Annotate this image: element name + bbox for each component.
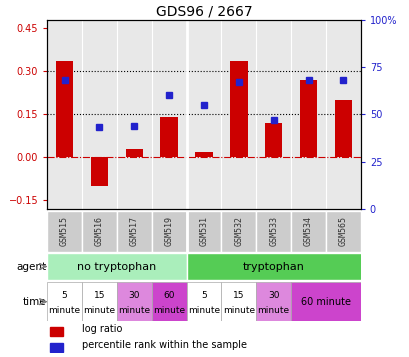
Text: 60: 60 (163, 291, 175, 300)
Bar (299, 80, 317, 157)
Bar (221, 211, 256, 252)
Bar (56, 61, 73, 157)
Title: GDS96 / 2667: GDS96 / 2667 (155, 5, 252, 19)
Text: percentile rank within the sample: percentile rank within the sample (81, 340, 246, 350)
Text: GSM532: GSM532 (234, 216, 243, 246)
Text: agent: agent (16, 261, 46, 272)
Text: GSM531: GSM531 (199, 216, 208, 246)
Text: 5: 5 (61, 291, 67, 300)
Bar (82, 211, 117, 252)
Text: minute: minute (222, 306, 254, 315)
Text: minute: minute (48, 306, 81, 315)
Text: 30: 30 (128, 291, 140, 300)
Text: minute: minute (153, 306, 185, 315)
Text: minute: minute (187, 306, 220, 315)
Bar (160, 117, 178, 157)
Bar (90, 157, 108, 186)
Text: minute: minute (118, 306, 150, 315)
Bar (264, 123, 282, 157)
Text: 60 minute: 60 minute (300, 297, 350, 307)
Bar (186, 211, 221, 252)
Text: 15: 15 (232, 291, 244, 300)
Bar (47, 253, 186, 280)
Text: log ratio: log ratio (81, 324, 122, 334)
Bar (229, 61, 247, 157)
Text: GSM517: GSM517 (130, 216, 138, 246)
Text: GSM515: GSM515 (60, 216, 69, 246)
Bar (221, 282, 256, 321)
Bar (151, 282, 186, 321)
Bar (290, 211, 325, 252)
Bar (117, 211, 151, 252)
Bar (290, 282, 360, 321)
Bar (256, 282, 290, 321)
Bar (325, 211, 360, 252)
Bar (47, 211, 82, 252)
Text: GSM534: GSM534 (303, 216, 312, 246)
Bar (256, 211, 290, 252)
Text: 15: 15 (93, 291, 105, 300)
Text: minute: minute (83, 306, 115, 315)
Bar (117, 282, 151, 321)
Text: tryptophan: tryptophan (242, 261, 304, 272)
Bar (334, 100, 351, 157)
Text: no tryptophan: no tryptophan (77, 261, 156, 272)
Text: GSM516: GSM516 (95, 216, 103, 246)
Bar (151, 211, 186, 252)
Text: minute: minute (257, 306, 289, 315)
Text: GSM565: GSM565 (338, 216, 347, 246)
Text: GSM519: GSM519 (164, 216, 173, 246)
Text: GSM533: GSM533 (269, 216, 277, 246)
Text: 5: 5 (200, 291, 207, 300)
Bar (82, 282, 117, 321)
Text: time: time (23, 297, 46, 307)
Bar (186, 282, 221, 321)
Bar (47, 282, 82, 321)
Bar (195, 151, 212, 157)
Bar (186, 253, 377, 280)
Bar (50, 343, 63, 352)
Bar (50, 327, 63, 336)
Bar (125, 149, 143, 157)
Text: 30: 30 (267, 291, 279, 300)
